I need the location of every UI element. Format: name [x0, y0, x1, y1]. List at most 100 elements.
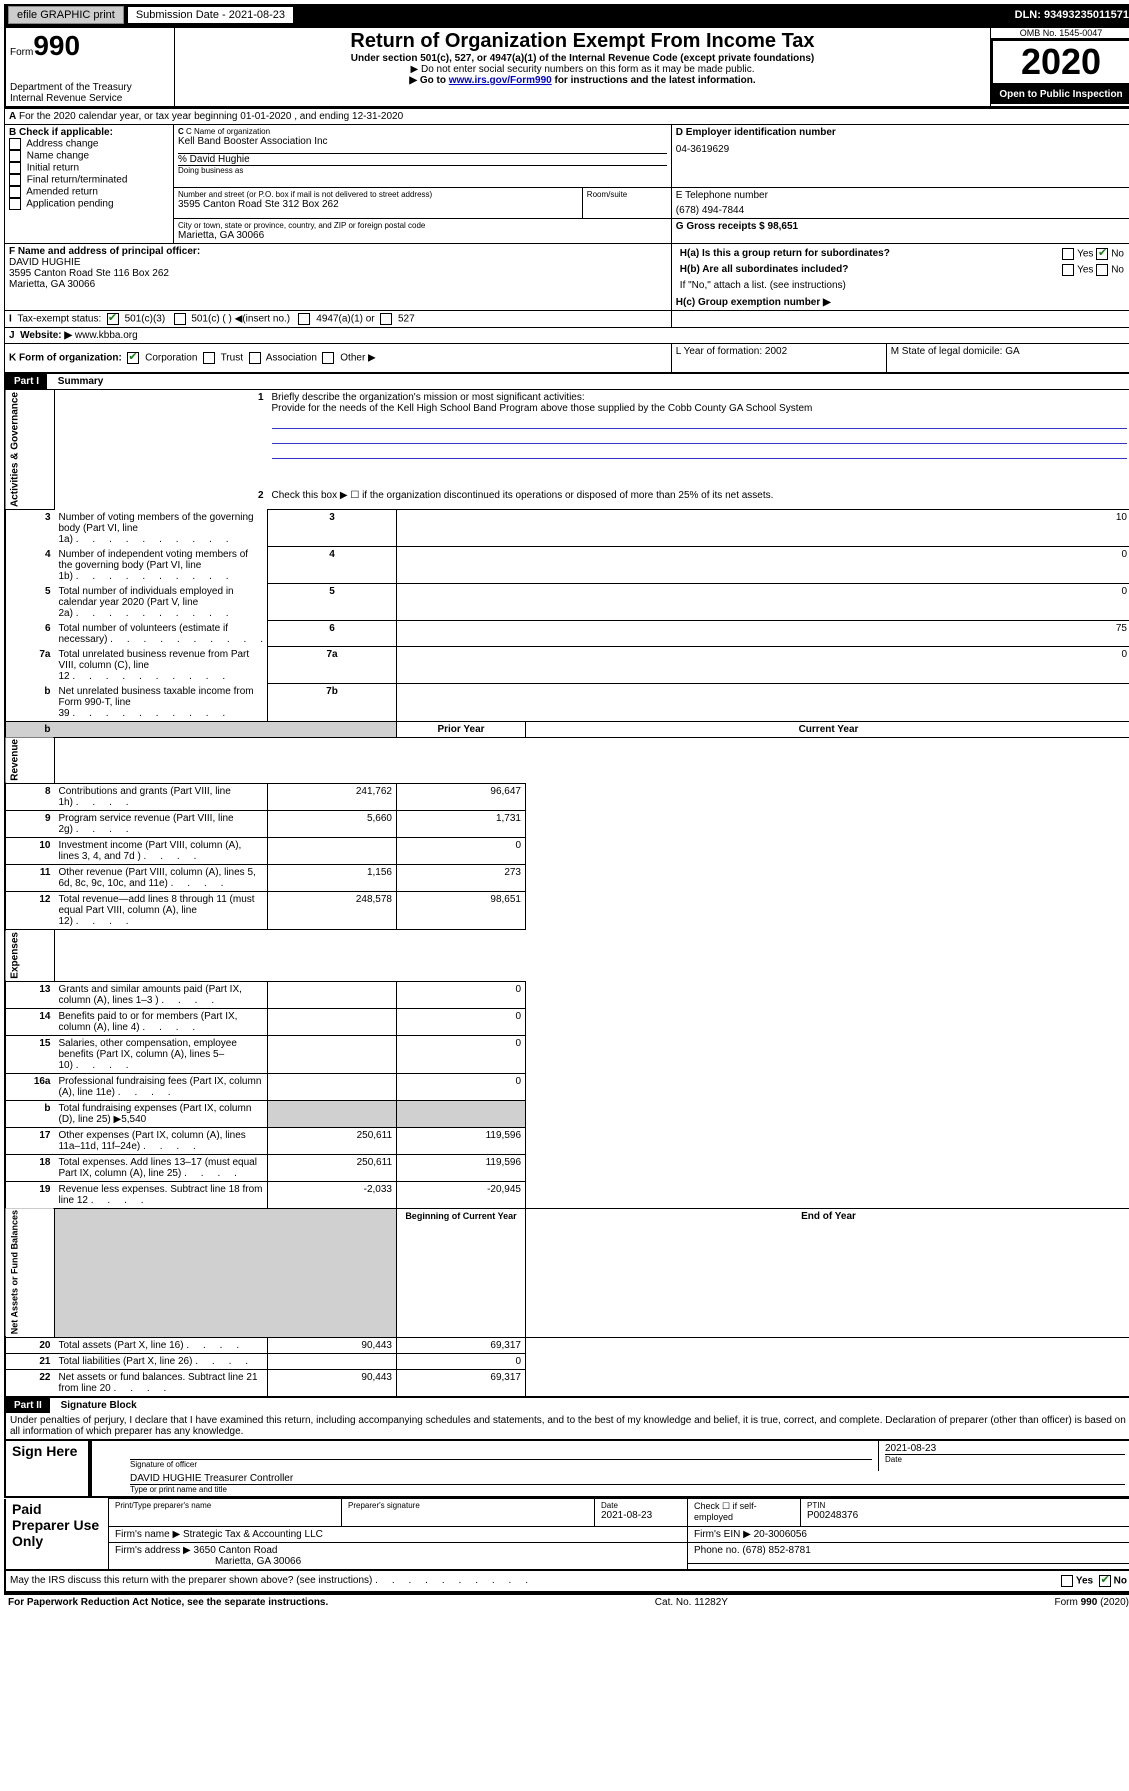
hc-label: H(c) Group exemption number ▶: [676, 297, 831, 308]
l2-text: Check this box ▶ ☐ if the organization d…: [268, 488, 1129, 509]
part1-title: Summary: [50, 374, 112, 389]
c-name-label: C Name of organization: [186, 127, 270, 136]
penalty-text: Under penalties of perjury, I declare th…: [5, 1413, 1129, 1440]
discuss-no-checkbox[interactable]: [1099, 1575, 1111, 1587]
vlabel-netassets: Net Assets or Fund Balances: [5, 1208, 55, 1337]
prior-year-header: Prior Year: [397, 721, 526, 737]
section-a: A For the 2020 calendar year, or tax yea…: [4, 108, 1129, 373]
tax-year: 2020: [991, 39, 1129, 85]
goto-line: ▶ Go to www.irs.gov/Form990 for instruct…: [179, 75, 986, 86]
firm-addr-label: Firm's address ▶: [115, 1545, 191, 1556]
e-label: E Telephone number: [676, 190, 1128, 201]
city-state-zip: Marietta, GA 30066: [178, 230, 667, 241]
goto-pre: ▶ Go to: [409, 75, 448, 86]
boxb-checkbox[interactable]: [9, 186, 21, 198]
irs-link[interactable]: www.irs.gov/Form990: [449, 75, 552, 86]
dln: DLN: 93493235011571: [1015, 9, 1129, 21]
form-number: 990: [33, 30, 80, 61]
form-subtitle: Under section 501(c), 527, or 4947(a)(1)…: [179, 53, 986, 64]
sig-date: 2021-08-23: [885, 1443, 1125, 1454]
footer: For Paperwork Reduction Act Notice, see …: [4, 1593, 1129, 1610]
sig-officer-label: Signature of officer: [130, 1459, 872, 1469]
501c-checkbox[interactable]: [174, 313, 186, 325]
officer-name: DAVID HUGHIE: [9, 257, 667, 268]
hb-no-checkbox[interactable]: [1096, 264, 1108, 276]
vlabel-expenses: Expenses: [5, 930, 55, 982]
ein: 04-3619629: [676, 144, 1128, 155]
box-i: I Tax-exempt status: 501(c)(3) 501(c) ( …: [5, 311, 672, 328]
other-checkbox[interactable]: [322, 352, 334, 364]
footer-mid: Cat. No. 11282Y: [655, 1597, 728, 1608]
prep-date-label: Date: [601, 1501, 681, 1510]
box-l: L Year of formation: 2002: [671, 344, 886, 373]
f-label: F Name and address of principal officer:: [9, 246, 200, 257]
part1-table: Part I Summary Activities & Governance 1…: [4, 373, 1129, 1398]
discuss-yes-checkbox[interactable]: [1061, 1575, 1073, 1587]
firm-phone: (678) 852-8781: [742, 1545, 810, 1556]
trust-checkbox[interactable]: [203, 352, 215, 364]
telephone: (678) 494-7844: [676, 205, 1128, 216]
footer-right: Form 990 (2020): [1055, 1597, 1129, 1608]
firm-name: Strategic Tax & Accounting LLC: [183, 1529, 323, 1540]
officer-addr1: 3595 Canton Road Ste 116 Box 262: [9, 268, 667, 279]
corp-checkbox[interactable]: [127, 352, 139, 364]
street-address: 3595 Canton Road Ste 312 Box 262: [178, 199, 578, 210]
prep-sig-label: Preparer's signature: [348, 1501, 588, 1510]
paid-preparer-label: Paid Preparer Use Only: [5, 1499, 109, 1571]
ha-label: H(a) Is this a group return for subordin…: [680, 248, 890, 259]
dba-label: Doing business as: [178, 165, 667, 175]
firm-ein: 20-3006056: [754, 1529, 807, 1540]
self-employed-check[interactable]: Check ☐ if self-employed: [688, 1499, 801, 1527]
boxb-checkbox[interactable]: [9, 138, 21, 150]
ssn-warning: ▶ Do not enter social security numbers o…: [179, 64, 986, 75]
end-year-header: End of Year: [526, 1208, 1129, 1337]
box-k: K Form of organization: Corporation Trus…: [5, 344, 672, 373]
line-a: A For the 2020 calendar year, or tax yea…: [5, 109, 1129, 125]
addr-label: Number and street (or P.O. box if mail i…: [178, 190, 578, 199]
phone-label: Phone no.: [694, 1545, 740, 1556]
527-checkbox[interactable]: [380, 313, 392, 325]
vlabel-governance: Activities & Governance: [5, 390, 55, 510]
dept-treasury: Department of the Treasury Internal Reve…: [10, 82, 170, 104]
part1-header: Part I: [6, 374, 47, 389]
part2-title: Signature Block: [53, 1398, 145, 1413]
beginning-year-header: Beginning of Current Year: [397, 1208, 526, 1337]
box-j: J Website: ▶ www.kbba.org: [5, 328, 1129, 344]
officer-addr2: Marietta, GA 30066: [9, 279, 667, 290]
501c3-checkbox[interactable]: [107, 313, 119, 325]
vlabel-revenue: Revenue: [5, 737, 55, 784]
footer-left: For Paperwork Reduction Act Notice, see …: [8, 1597, 328, 1608]
firm-ein-label: Firm's EIN ▶: [694, 1529, 751, 1540]
part2-table: Part II Signature Block Under penalties …: [4, 1398, 1129, 1441]
ha-no-checkbox[interactable]: [1096, 248, 1108, 260]
box-b: B Check if applicable: Address change Na…: [5, 125, 174, 244]
sig-date-label: Date: [885, 1454, 1125, 1464]
efile-print-button[interactable]: efile GRAPHIC print: [8, 6, 124, 24]
prep-date: 2021-08-23: [601, 1510, 681, 1521]
current-year-header: Current Year: [526, 721, 1129, 737]
hb-note: If "No," attach a list. (see instruction…: [676, 278, 1128, 293]
boxb-checkbox[interactable]: [9, 150, 21, 162]
firm-addr1: 3650 Canton Road: [194, 1545, 278, 1556]
top-bar: efile GRAPHIC print Submission Date - 20…: [4, 4, 1129, 26]
org-name: Kell Band Booster Association Inc: [178, 136, 667, 147]
assoc-checkbox[interactable]: [249, 352, 261, 364]
care-of: % David Hughie: [178, 153, 667, 165]
omb-number: OMB No. 1545-0047: [991, 28, 1129, 39]
4947-checkbox[interactable]: [298, 313, 310, 325]
city-label: City or town, state or province, country…: [178, 221, 667, 230]
hb-yes-checkbox[interactable]: [1062, 264, 1074, 276]
ha-yes-checkbox[interactable]: [1062, 248, 1074, 260]
goto-post: for instructions and the latest informat…: [552, 75, 756, 86]
gross-receipts: G Gross receipts $ 98,651: [676, 221, 798, 232]
boxb-checkbox[interactable]: [9, 174, 21, 186]
form-word: Form: [10, 47, 33, 58]
discuss-text: May the IRS discuss this return with the…: [10, 1575, 528, 1586]
d-label: D Employer identification number: [676, 127, 836, 138]
boxb-checkbox[interactable]: [9, 198, 21, 210]
ptin-label: PTIN: [807, 1501, 1125, 1510]
boxb-checkbox[interactable]: [9, 162, 21, 174]
box-m: M State of legal domicile: GA: [886, 344, 1129, 373]
discuss-row: May the IRS discuss this return with the…: [4, 1571, 1129, 1593]
submission-date: Submission Date - 2021-08-23: [128, 7, 293, 23]
